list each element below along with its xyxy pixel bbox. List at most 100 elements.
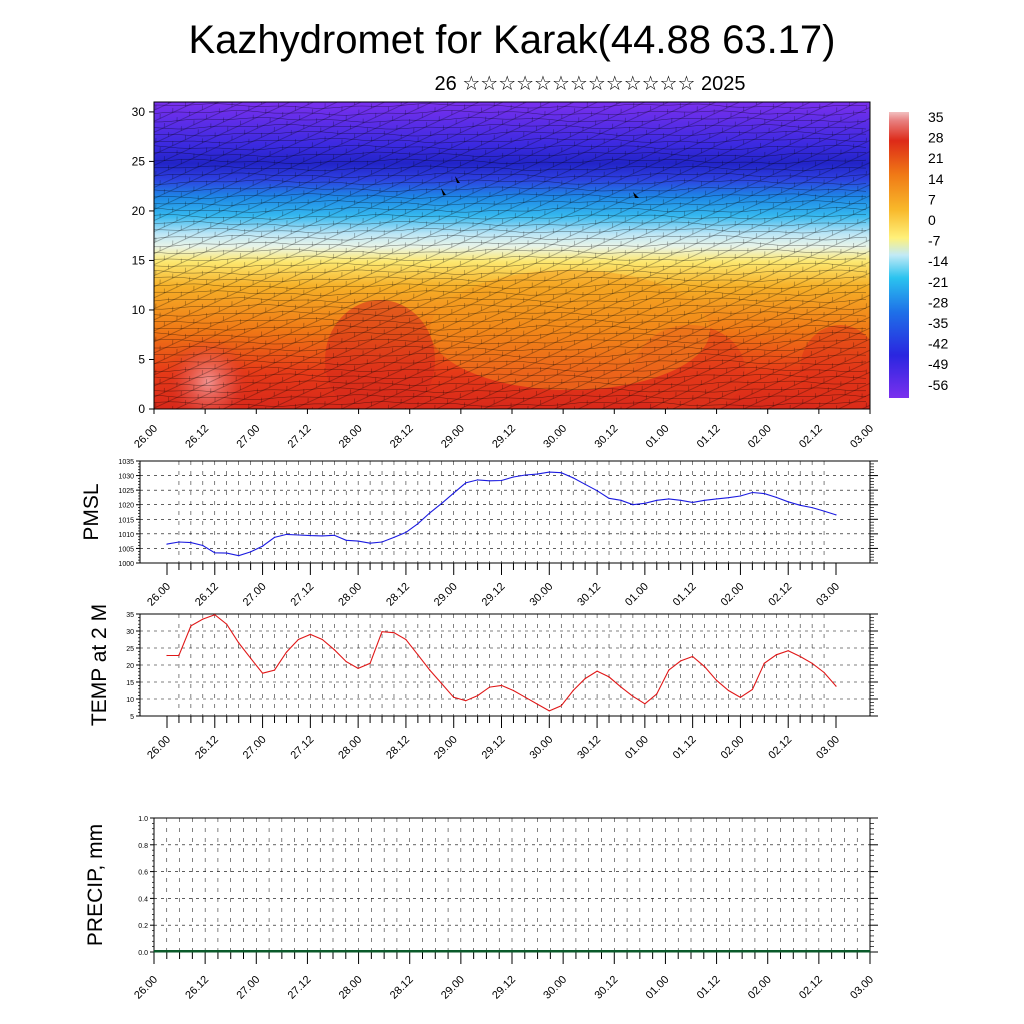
data-point (584, 483, 586, 485)
y-tick-label: 25 (132, 154, 146, 168)
data-point (715, 498, 718, 500)
data-point (357, 540, 359, 542)
data-point (560, 472, 562, 474)
y-axis-label: PMSL (80, 483, 103, 540)
data-point (441, 683, 443, 685)
data-point (190, 542, 192, 544)
colorbar-label: -42 (928, 336, 948, 352)
y-tick-label: 15 (132, 253, 146, 267)
isotherm-line (154, 304, 867, 310)
y-axis-label: PRECIP, mm (84, 824, 107, 946)
data-point (285, 651, 288, 653)
y-tick-label: 0.8 (138, 843, 148, 850)
isotherm-line (154, 352, 867, 359)
data-point (823, 671, 825, 674)
data-point (297, 638, 299, 641)
isotherm-line (154, 248, 867, 255)
data-point (763, 493, 765, 495)
data-point (727, 497, 730, 499)
isotherm-line (154, 144, 867, 151)
x-tick-label: 30.12 (575, 581, 603, 609)
isotherm-line (154, 401, 867, 407)
y-tick-label: 1030 (118, 474, 134, 481)
x-tick-label: 28.12 (384, 581, 412, 609)
isotherm-line (154, 207, 867, 213)
colorbar-gradient (889, 112, 909, 398)
y-tick-label: 1005 (118, 546, 134, 553)
x-tick-label: 26.12 (183, 423, 211, 451)
x-tick-label: 30.12 (575, 734, 603, 762)
x-tick-label: 02.00 (719, 581, 747, 609)
data-point (835, 514, 837, 516)
colorbar-label: -56 (928, 377, 948, 393)
x-tick-label: 30.00 (527, 734, 555, 762)
data-point (333, 649, 335, 651)
data-point (238, 555, 240, 557)
y-tick-label: 15 (126, 680, 134, 687)
x-tick-label: 30.00 (541, 974, 569, 1002)
colorbar-label: 21 (928, 150, 944, 166)
colorbar: 35 28 21 14 7 0 -7 -14 -21 -28 -35 -42 -49 -56 (889, 109, 948, 398)
data-point (811, 662, 813, 664)
x-tick-label: 28.12 (388, 423, 416, 451)
data-point (369, 662, 371, 664)
data-point (500, 684, 503, 687)
data-point (489, 480, 491, 482)
data-point (357, 667, 359, 670)
colorbar-labels: 35 28 21 14 7 0 -7 -14 -21 -28 -35 -42 -49 -56 (928, 109, 948, 393)
data-point (417, 654, 419, 656)
x-tick-label: 26.00 (145, 581, 173, 609)
data-point (405, 638, 407, 641)
isotherm-line (154, 186, 867, 192)
chart-subtitle: 26 ☆☆☆☆☆☆☆☆☆☆☆☆☆ 2025 (434, 73, 746, 95)
colorbar-label: 0 (928, 212, 936, 228)
data-point (608, 676, 610, 678)
isotherm-line (154, 325, 867, 331)
data-point (608, 497, 610, 499)
data-point (739, 696, 742, 698)
cross-section-panel: 0 5 10 15 20 25 30 26.00 26.12 27.00 27.12 28.00 28.… (132, 101, 876, 451)
data-point (656, 499, 658, 501)
wind-flag-2 (455, 176, 460, 183)
data-point (572, 477, 574, 479)
isotherm-line (154, 332, 867, 338)
x-tick-label: 26.12 (193, 734, 221, 762)
temp-panel: 5 10 15 20 25 30 35 26.00 26.12 27.00 27.12 28.00 28… (88, 604, 878, 762)
isotherm-line (154, 221, 867, 227)
data-point (477, 479, 479, 481)
data-point (405, 531, 407, 534)
data-point (692, 655, 694, 658)
y-tick-label: 1035 (118, 459, 134, 466)
isotherm-line (154, 117, 867, 123)
data-point (178, 541, 180, 543)
x-tick-label: 01.00 (644, 974, 672, 1002)
x-tick-label: 02.00 (746, 974, 774, 1002)
isotherm-line (154, 394, 867, 400)
x-tick-label: 26.00 (132, 974, 160, 1002)
data-point (823, 510, 825, 512)
data-point (644, 703, 646, 705)
wind-flag-1 (441, 188, 446, 195)
isotherm-line (154, 200, 867, 206)
precip-panel: 0.0 0.2 0.4 0.6 0.8 1.0 26.00 26.12 27.00 27.12 28… (84, 816, 878, 1002)
y-axis-label: TEMP at 2 M (88, 604, 111, 726)
data-point (524, 696, 527, 698)
data-point (453, 696, 455, 698)
x-tick-label: 27.00 (234, 974, 262, 1002)
data-point (656, 693, 658, 695)
x-tick-label: 30.12 (592, 974, 620, 1002)
data-point (584, 678, 586, 680)
y-tick-label: 30 (126, 629, 134, 636)
x-tick-label: 02.12 (797, 974, 825, 1002)
data-point (178, 654, 180, 657)
x-tick-label: 26.00 (132, 423, 160, 451)
isotherm-line (154, 242, 867, 248)
colorbar-label: -35 (928, 315, 948, 331)
isotherm-line (154, 103, 867, 109)
x-tick-label: 03.00 (848, 974, 876, 1002)
data-point (536, 703, 538, 705)
data-point (381, 631, 383, 633)
x-tick-label: 02.12 (766, 581, 794, 609)
isotherm-line (154, 172, 867, 178)
x-tick-label: 29.12 (480, 734, 508, 762)
